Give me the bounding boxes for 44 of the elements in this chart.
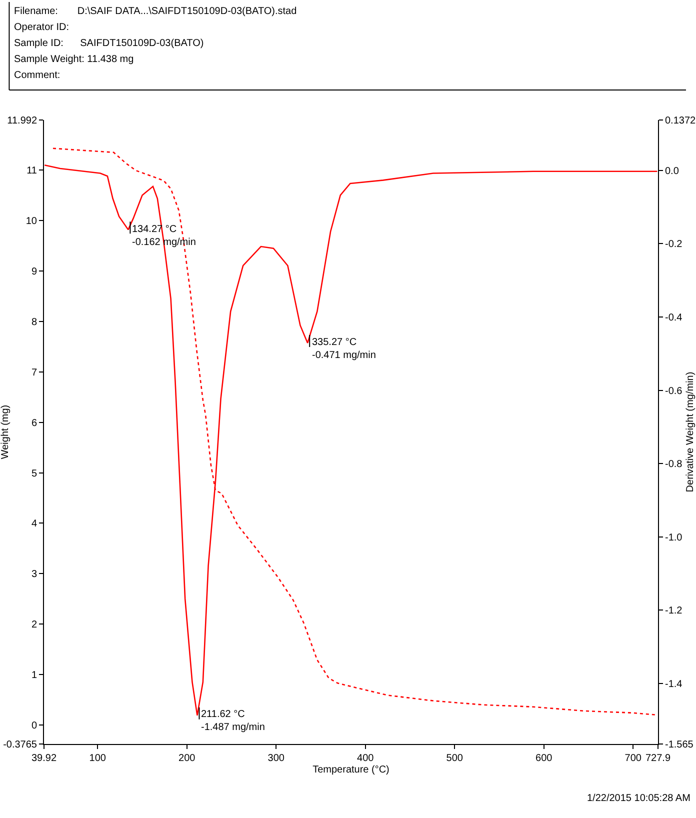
y-tick-label: 10 [26, 216, 38, 227]
x-tick-label: 200 [178, 753, 196, 764]
y-tick-label: 6 [31, 418, 38, 429]
y-tick-label: 11.992 [7, 116, 38, 126]
y-axis-title: Weight (mg) [0, 404, 11, 460]
y-tick-label: 3 [31, 569, 38, 580]
y-tick-label: 8 [31, 316, 38, 328]
x-tick-label: 100 [89, 753, 106, 764]
y2-tick-label: -1.565 [665, 740, 694, 750]
y2-tick-label: -1.4 [665, 679, 683, 690]
text: 1/22/2015 10:05:28 AM [587, 793, 690, 804]
y2-tick-label: -0.4 [665, 312, 683, 324]
y2-tick-label: -1.0 [665, 532, 683, 544]
y2-tick-label: -0.8 [665, 459, 683, 470]
x-tick-label: 39.92 [31, 753, 57, 764]
y-tick-label: 11 [26, 166, 38, 177]
y-tick-label: 2 [31, 620, 38, 631]
y-tick-label: 9 [31, 266, 38, 278]
y2-tick-label: -1.2 [665, 606, 683, 617]
y-tick-label: -0.3765 [3, 740, 38, 750]
text: Comment: [14, 70, 60, 81]
x-tick-label: 727.9 [645, 753, 671, 764]
y-tick-label: 5 [31, 468, 38, 480]
text: Sample Weight: 11.438 mg [14, 54, 134, 65]
x-tick-label: 600 [536, 753, 553, 764]
x-axis-title: Temperature (°C) [312, 764, 390, 776]
x-tick-label: 400 [357, 753, 374, 764]
x-tick-label: 700 [624, 753, 642, 764]
y2-tick-label: -0.6 [665, 386, 683, 397]
x-tick-label: 300 [268, 753, 285, 764]
y-tick-label: 1 [31, 670, 38, 682]
y2-tick-label: -0.2 [665, 239, 683, 250]
annotation: 211.62 °C -1.487 mg/min [201, 709, 265, 733]
text: Sample ID: SAIFDT150109D-03(BATO) [14, 38, 204, 49]
y2-axis-title: Derivative Weight (mg/min) [685, 372, 696, 492]
y-tick-label: 0 [31, 720, 38, 732]
y-tick-label: 7 [31, 367, 38, 378]
x-tick-label: 500 [446, 753, 464, 764]
annotation: 335.27 °C -0.471 mg/min [312, 337, 376, 361]
text: Operator ID: [14, 22, 70, 33]
y-tick-label: 4 [31, 518, 38, 530]
text: Filename: D:\SAIF DATA...\SAIFDT150109D-03(BATO).stad [14, 6, 297, 17]
y2-tick-label: 0.0 [665, 166, 680, 177]
y2-tick-label: 0.1372 [665, 116, 696, 126]
